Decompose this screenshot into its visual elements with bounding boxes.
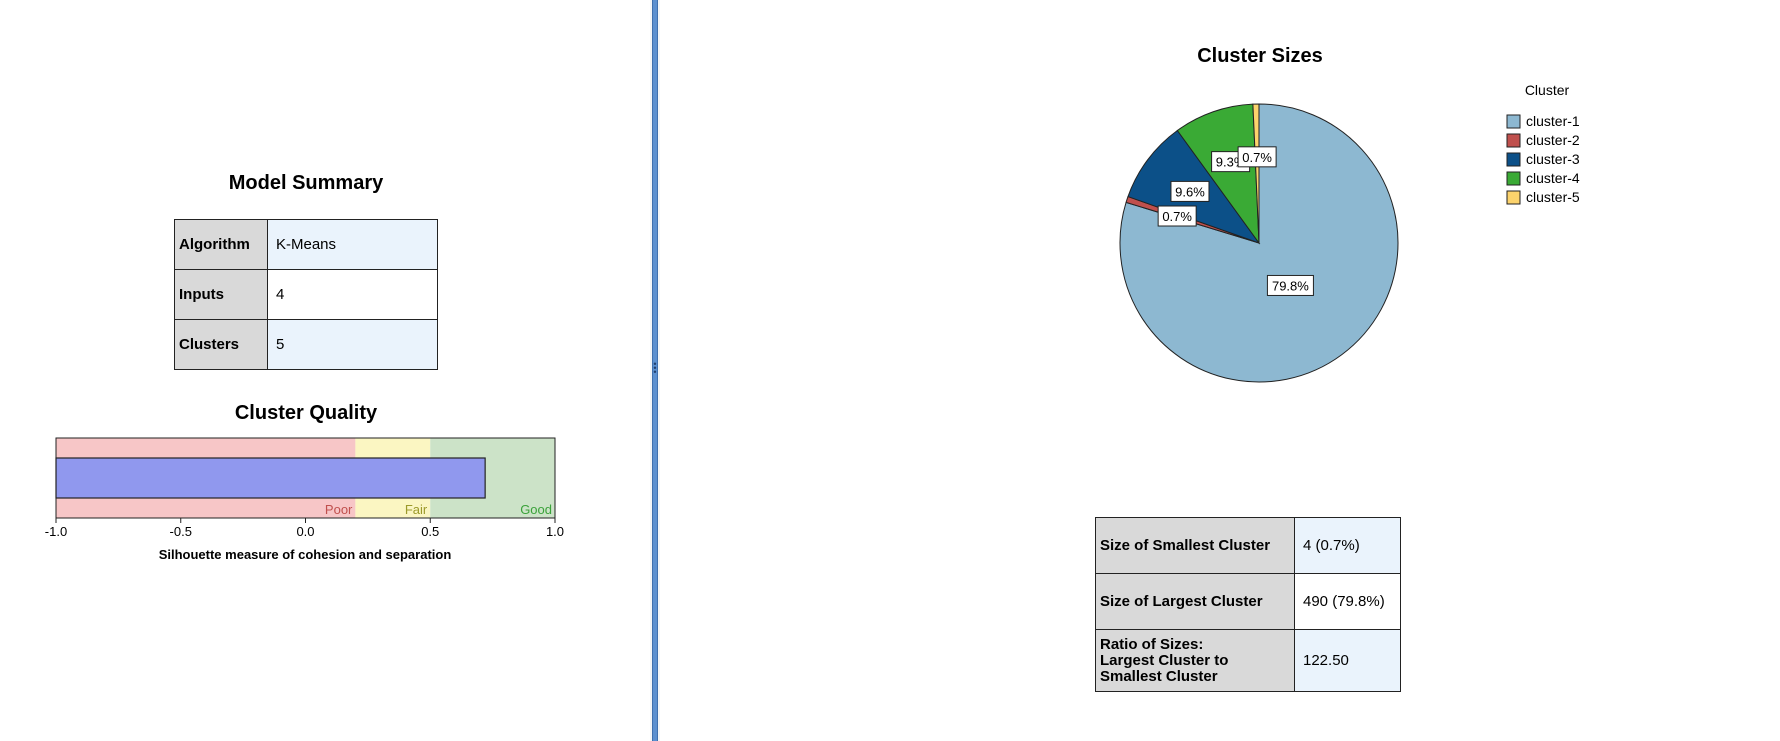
pie-label-box	[1266, 274, 1314, 296]
model-summary-pane: Model Summary Algorithm K-Means Inputs 4…	[0, 0, 650, 741]
quality-band-label-fair: Fair	[405, 502, 428, 517]
quality-tick-label: 1.0	[546, 524, 564, 539]
quality-tick-label: 0.0	[296, 524, 314, 539]
model-summary-table: Algorithm K-Means Inputs 4 Clusters 5	[174, 219, 438, 370]
quality-band-label-poor: Poor	[325, 502, 353, 517]
pie-data-label: 79.8%	[1272, 278, 1309, 293]
cluster-sizes-title: Cluster Sizes	[1197, 45, 1323, 67]
row-value-algorithm: K-Means	[267, 219, 438, 270]
legend-entry: cluster-2	[1526, 132, 1580, 148]
row-label-ratio: Ratio of Sizes: Largest Cluster to Small…	[1095, 629, 1295, 692]
pane-splitter[interactable]: • • •	[650, 0, 660, 741]
model-summary-title: Model Summary	[228, 172, 384, 194]
table-row: Inputs 4	[174, 269, 438, 320]
cluster-sizes-pane: Cluster Sizes 79.8% 0.7% 9.6% 9.3% 0.7% Clus…	[661, 0, 1780, 741]
pie-slice-cluster-5	[1252, 103, 1260, 244]
row-label-clusters: Clusters	[174, 319, 268, 370]
quality-x-axis-label: Silhouette measure of cohesion and separ…	[159, 547, 452, 562]
legend-swatch	[1506, 152, 1521, 167]
legend-swatch	[1506, 133, 1521, 148]
table-row: Ratio of Sizes: Largest Cluster to Small…	[1095, 629, 1401, 692]
pie-label-box	[1170, 180, 1210, 202]
row-label-inputs: Inputs	[174, 269, 268, 320]
row-value-inputs: 4	[267, 269, 438, 320]
legend-swatch	[1506, 114, 1521, 129]
legend-title: Cluster	[1525, 82, 1570, 98]
quality-tick-label: -1.0	[45, 524, 67, 539]
table-row: Algorithm K-Means	[174, 219, 438, 270]
cluster-size-table: Size of Smallest Cluster 4 (0.7%) Size o…	[1095, 517, 1401, 692]
pie-slice-cluster-4	[1176, 103, 1260, 245]
cluster-sizes-pie-chart: 79.8%0.7%9.6%9.3%0.7% Clustercluster-1cl…	[1119, 82, 1580, 383]
pie-data-label: 9.6%	[1175, 184, 1205, 199]
legend-swatch	[1506, 171, 1521, 186]
table-row: Size of Largest Cluster 490 (79.8%)	[1095, 573, 1401, 630]
row-label-algorithm: Algorithm	[174, 219, 268, 270]
table-row: Size of Smallest Cluster 4 (0.7%)	[1095, 517, 1401, 574]
silhouette-bar	[55, 457, 486, 499]
row-label-smallest: Size of Smallest Cluster	[1095, 517, 1295, 574]
splitter-grip-icon[interactable]: • • •	[653, 359, 657, 377]
table-row: Clusters 5	[174, 319, 438, 370]
legend-entry: cluster-4	[1526, 170, 1580, 186]
legend-entry: cluster-3	[1526, 151, 1580, 167]
legend-swatch	[1506, 190, 1521, 205]
row-label-largest: Size of Largest Cluster	[1095, 573, 1295, 630]
pie-slice-cluster-1	[1119, 103, 1399, 383]
splitter-bar[interactable]	[652, 0, 658, 741]
legend-entry: cluster-1	[1526, 113, 1580, 129]
row-value-smallest: 4 (0.7%)	[1294, 517, 1401, 574]
row-value-largest: 490 (79.8%)	[1294, 573, 1401, 630]
quality-tick-label: 0.5	[421, 524, 439, 539]
pie-data-label: 0.7%	[1242, 150, 1272, 165]
row-value-ratio: 122.50	[1294, 629, 1401, 692]
pie-label-box	[1157, 205, 1197, 227]
pie-data-label: 0.7%	[1162, 209, 1192, 224]
legend-entry: cluster-5	[1526, 189, 1580, 205]
quality-tick-label: -0.5	[170, 524, 192, 539]
cluster-quality-title: Cluster Quality	[234, 402, 378, 424]
pie-label-box	[1237, 146, 1277, 168]
cluster-quality-chart: Poor Fair Good -1.0 -0.5 0.0 0.5 1.0 Silhouett…	[45, 437, 564, 562]
quality-band-label-good: Good	[520, 502, 552, 517]
row-value-clusters: 5	[267, 319, 438, 370]
